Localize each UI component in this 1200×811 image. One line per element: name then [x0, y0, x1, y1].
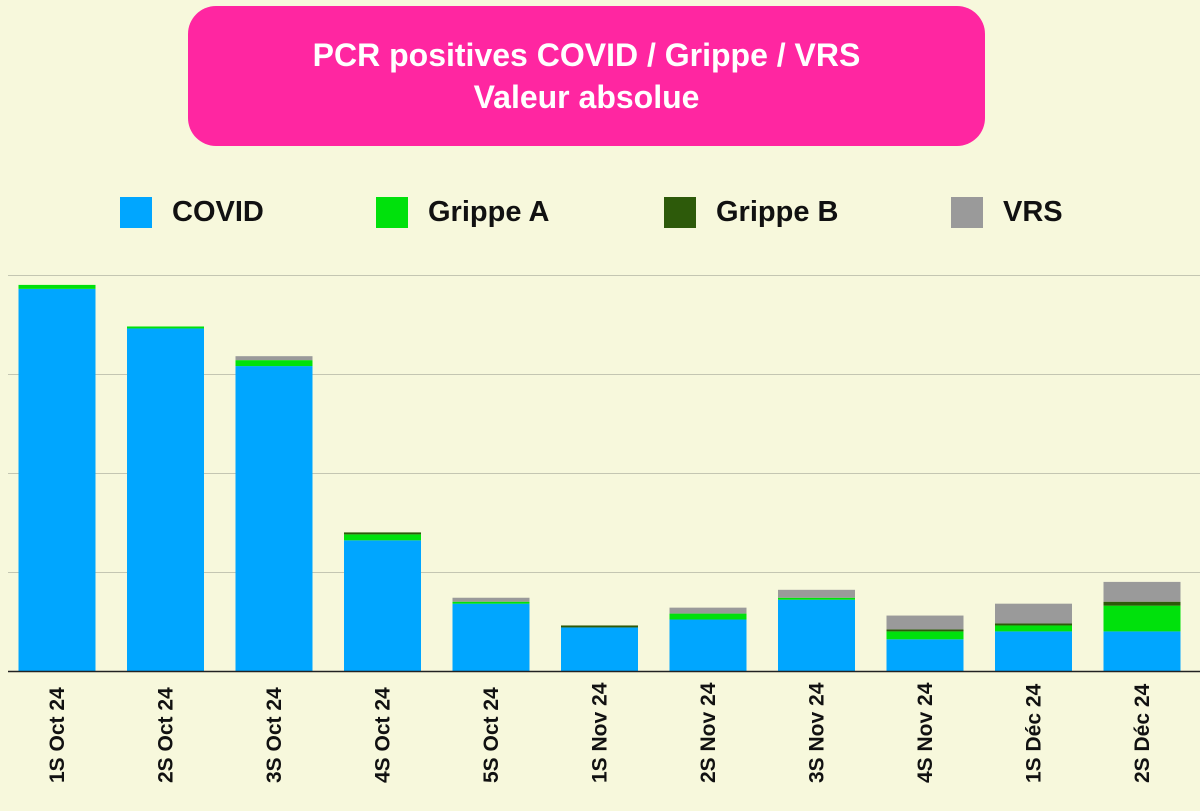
x-tick-label: 5S Oct 24	[480, 687, 503, 783]
x-tick-label: 2S Nov 24	[697, 682, 720, 783]
bar-segment	[561, 627, 638, 671]
bar-segment	[18, 284, 96, 289]
bar-segment	[995, 623, 1072, 626]
chart-legend: COVID Grippe A Grippe B VRS	[0, 190, 1200, 234]
chart-subtitle: Valeur absolue	[473, 79, 700, 115]
bar-segment	[561, 625, 638, 628]
bar-segment	[778, 599, 855, 671]
bar-segment	[127, 326, 204, 329]
legend-swatch-vrs	[951, 196, 983, 228]
bar-segment	[778, 597, 855, 600]
x-tick-label: 1S Oct 24	[46, 687, 69, 783]
legend-swatch-grippe-a	[376, 196, 408, 228]
bar-segment	[669, 613, 747, 620]
x-tick-label: 4S Oct 24	[372, 687, 395, 783]
x-tick-label: 1S Nov 24	[589, 682, 612, 783]
legend-swatch-grippe-b	[664, 196, 696, 228]
bar-segment	[995, 631, 1072, 671]
bar-segment	[235, 366, 313, 671]
bar-segment	[886, 639, 964, 671]
bar-segment	[886, 615, 964, 630]
bar-segment	[886, 629, 964, 632]
x-tick-label: 3S Nov 24	[806, 682, 829, 783]
x-tick-label: 2S Déc 24	[1131, 683, 1154, 783]
legend-item-grippe-a: Grippe A	[376, 190, 549, 234]
bar-segment	[18, 288, 96, 671]
legend-label-vrs: VRS	[1003, 195, 1063, 228]
bar-segment	[452, 597, 530, 602]
bar-segment	[452, 603, 530, 671]
legend-swatch-covid	[120, 196, 152, 228]
legend-item-covid: COVID	[120, 190, 264, 234]
bar-segment	[886, 631, 964, 640]
bar-segment	[1103, 601, 1181, 606]
legend-item-grippe-b: Grippe B	[664, 190, 838, 234]
x-tick-label: 4S Nov 24	[914, 682, 937, 783]
bar-segment	[235, 360, 313, 367]
x-tick-label: 1S Déc 24	[1023, 683, 1046, 783]
legend-label-grippe-b: Grippe B	[716, 195, 839, 228]
bar-segment	[1103, 581, 1181, 602]
legend-item-vrs: VRS	[951, 190, 1063, 234]
bar-segment	[669, 607, 747, 614]
bar-segment	[995, 625, 1072, 632]
x-tick-label: 2S Oct 24	[155, 687, 178, 783]
chart-title: PCR positives COVID / Grippe / VRS	[312, 37, 861, 73]
bar-segment	[344, 534, 421, 541]
bar-segment	[452, 601, 530, 604]
legend-label-covid: COVID	[172, 195, 264, 228]
bar-segment	[778, 589, 855, 598]
x-tick-label: 3S Oct 24	[263, 687, 286, 783]
bar-segment	[344, 532, 421, 535]
bar-segment	[995, 603, 1072, 624]
bar-segment	[1103, 631, 1181, 671]
chart-title-box: PCR positives COVID / Grippe / VRS Valeu…	[188, 6, 985, 146]
bar-segment	[669, 619, 747, 671]
bar-segment	[127, 328, 204, 671]
bar-segment	[344, 540, 421, 671]
bar-segment	[1103, 605, 1181, 632]
legend-label-grippe-a: Grippe A	[428, 195, 550, 228]
bar-segment	[235, 356, 313, 361]
